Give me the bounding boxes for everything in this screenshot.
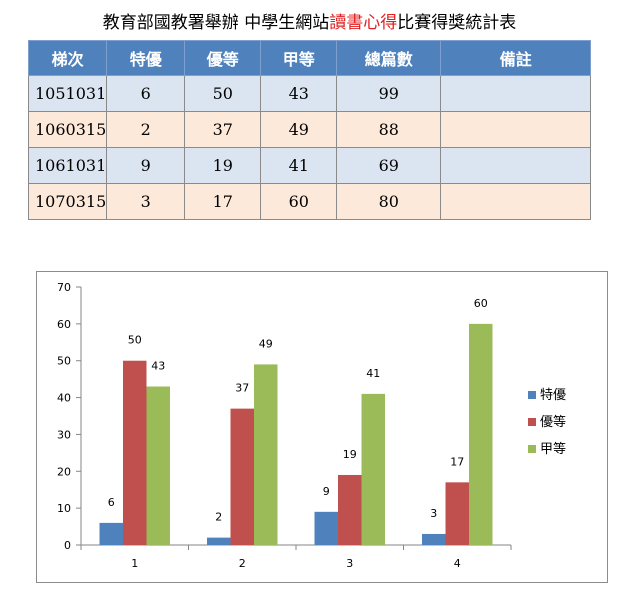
cell-remarks xyxy=(440,183,592,220)
legend-entry: 特優 xyxy=(540,388,566,403)
x-tick-label: 4 xyxy=(454,557,461,570)
y-tick-label: 0 xyxy=(64,539,71,552)
cell-first-class: 43 xyxy=(260,75,338,112)
page-title: 教育部國教署舉辦 中學生網站讀書心得比賽得獎統計表 xyxy=(0,8,619,33)
legend-entry: 優等 xyxy=(540,414,566,430)
chart-svg: 0 10 20 30 40 50 60 70 1 2 3 4 6 2 9 3 50 37 19 17 43 49 41 60 特… xyxy=(57,281,566,570)
cell-excellence: 17 xyxy=(184,183,262,220)
header-special-excellence: 特優 xyxy=(106,40,186,76)
cell-first-class: 49 xyxy=(260,111,338,148)
cell-first-class: 41 xyxy=(260,147,338,184)
data-label: 43 xyxy=(151,360,165,373)
header-first-class: 甲等 xyxy=(260,40,338,76)
cell-remarks xyxy=(440,111,592,148)
y-tick-label: 10 xyxy=(57,502,71,515)
y-tick-label: 30 xyxy=(57,428,71,441)
legend-swatch xyxy=(528,445,536,453)
table-row: 1060315 2 37 49 88 xyxy=(27,111,592,148)
cell-excellence: 19 xyxy=(184,147,262,184)
header-total: 總篇數 xyxy=(336,40,442,76)
bar xyxy=(146,386,170,545)
cell-special-excellence: 9 xyxy=(106,147,186,184)
y-tick-label: 60 xyxy=(57,318,71,331)
cell-remarks xyxy=(440,75,592,112)
data-label: 60 xyxy=(474,297,488,310)
bar xyxy=(445,482,469,545)
table-row: 1061031 9 19 41 69 xyxy=(27,147,592,184)
data-label: 50 xyxy=(128,334,142,347)
cell-special-excellence: 6 xyxy=(106,75,186,112)
x-tick-label: 1 xyxy=(131,557,138,570)
bar xyxy=(361,393,385,545)
bar xyxy=(99,522,123,545)
x-tick-label: 2 xyxy=(239,557,246,570)
cell-batch: 1070315 xyxy=(27,183,108,220)
data-label: 9 xyxy=(323,485,330,498)
legend-swatch xyxy=(528,391,536,399)
cell-batch: 1060315 xyxy=(27,111,108,148)
cell-first-class: 60 xyxy=(260,183,338,220)
bar xyxy=(254,364,278,545)
cell-excellence: 37 xyxy=(184,111,262,148)
legend-entry: 甲等 xyxy=(540,441,566,457)
bar xyxy=(230,408,254,545)
award-bar-chart: 0 10 20 30 40 50 60 70 1 2 3 4 6 2 9 3 50 37 19 17 43 49 41 60 特… xyxy=(36,271,608,583)
data-label: 37 xyxy=(235,382,249,395)
cell-batch: 1061031 xyxy=(27,147,108,184)
bar xyxy=(422,533,446,545)
cell-special-excellence: 3 xyxy=(106,183,186,220)
bar xyxy=(314,511,338,545)
y-tick-label: 50 xyxy=(57,355,71,368)
cell-total: 80 xyxy=(336,183,442,220)
table-row: 1051031 6 50 43 99 xyxy=(27,75,592,112)
data-label: 41 xyxy=(366,367,380,380)
header-excellence: 優等 xyxy=(184,40,262,76)
cell-remarks xyxy=(440,147,592,184)
cell-total: 69 xyxy=(336,147,442,184)
data-label: 17 xyxy=(450,455,464,468)
title-part1: 教育部國教署舉辦 中學生網站 xyxy=(102,13,330,33)
data-label: 49 xyxy=(259,337,273,350)
bar xyxy=(123,360,147,545)
cell-excellence: 50 xyxy=(184,75,262,112)
bar xyxy=(207,537,231,545)
y-tick-label: 70 xyxy=(57,281,71,294)
cell-total: 99 xyxy=(336,75,442,112)
bar xyxy=(469,323,493,545)
cell-batch: 1051031 xyxy=(27,75,108,112)
cell-special-excellence: 2 xyxy=(106,111,186,148)
award-stats-table: 梯次 特優 優等 甲等 總篇數 備註 1051031 6 50 43 99 10… xyxy=(27,40,592,220)
bar xyxy=(338,474,362,545)
table-header-row: 梯次 特優 優等 甲等 總篇數 備註 xyxy=(27,40,592,76)
data-label: 19 xyxy=(343,448,357,461)
legend-swatch xyxy=(528,418,536,426)
x-tick-label: 3 xyxy=(346,557,353,570)
y-tick-label: 20 xyxy=(57,465,71,478)
title-highlight: 讀書心得 xyxy=(329,13,398,33)
data-label: 6 xyxy=(108,496,115,509)
cell-total: 88 xyxy=(336,111,442,148)
header-remarks: 備註 xyxy=(440,40,592,76)
data-label: 2 xyxy=(215,511,222,524)
table-row: 1070315 3 17 60 80 xyxy=(27,183,592,220)
data-label: 3 xyxy=(430,507,437,520)
title-part2: 比賽得獎統計表 xyxy=(397,13,517,33)
header-batch: 梯次 xyxy=(27,40,108,76)
y-tick-label: 40 xyxy=(57,392,71,405)
